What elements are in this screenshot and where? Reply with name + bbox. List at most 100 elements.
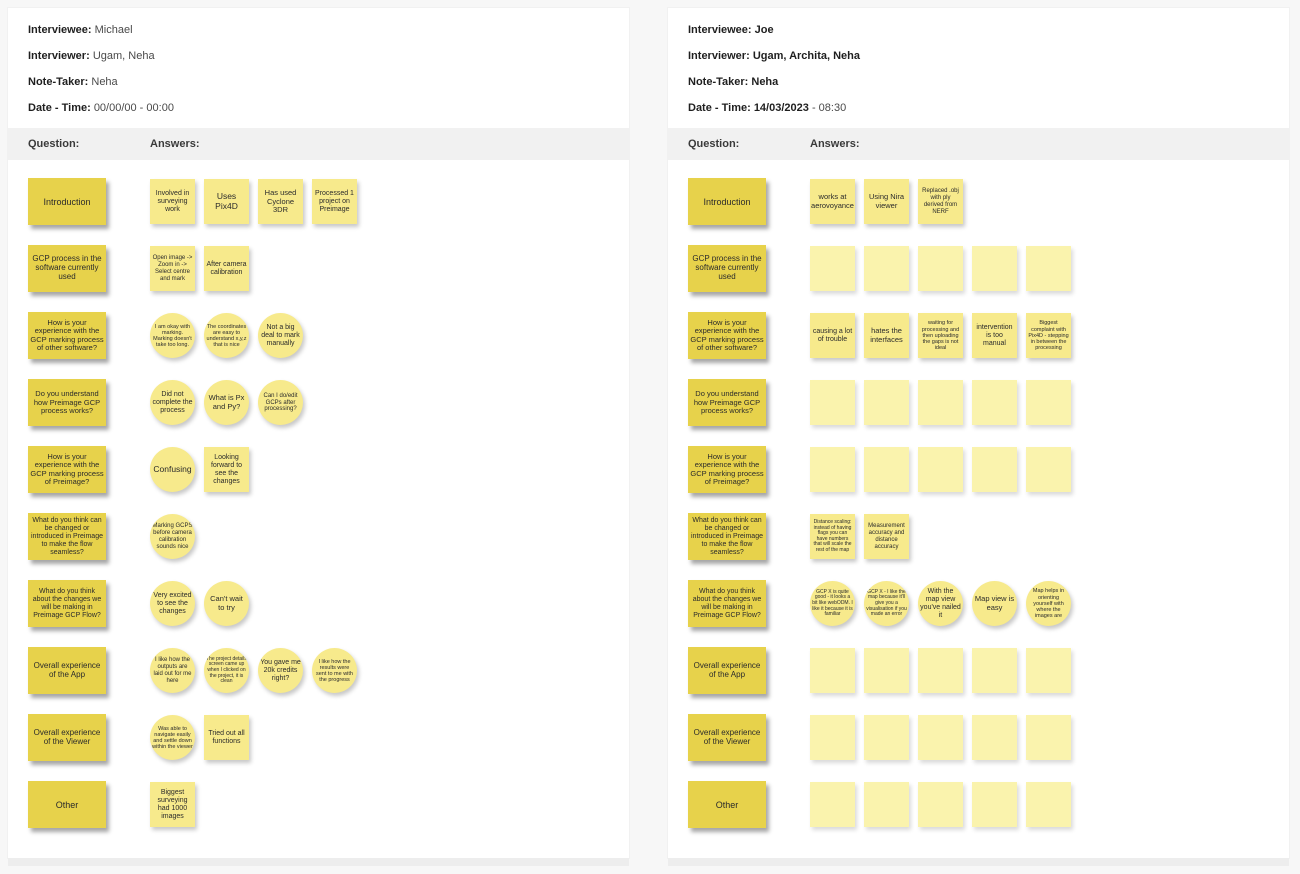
- answer-sticky-note[interactable]: GCP X is quite good - it looks a bit lik…: [810, 581, 855, 627]
- answer-sticky-note-blank[interactable]: [864, 246, 909, 292]
- answer-sticky-note[interactable]: Did not complete the process: [150, 380, 195, 426]
- answer-sticky-note-blank[interactable]: [864, 782, 909, 828]
- answer-sticky-note-blank[interactable]: [864, 715, 909, 761]
- question-sticky-note[interactable]: Overall experience of the App: [28, 647, 106, 695]
- qa-row: Other Biggest surveying had 1000 images: [28, 771, 629, 838]
- answer-sticky-note-blank[interactable]: [1026, 246, 1071, 292]
- question-sticky-note[interactable]: Overall experience of the Viewer: [28, 714, 106, 762]
- question-cell: Overall experience of the Viewer: [28, 714, 150, 762]
- question-sticky-note[interactable]: Introduction: [28, 178, 106, 226]
- answer-sticky-note[interactable]: GCP X - I like the map because it'll giv…: [864, 581, 909, 627]
- answer-sticky-note-blank[interactable]: [918, 246, 963, 292]
- answer-sticky-note[interactable]: With the map view you've nailed it: [918, 581, 963, 627]
- answer-sticky-note[interactable]: Involved in surveying work: [150, 179, 195, 225]
- question-sticky-note[interactable]: How is your experience with the GCP mark…: [28, 446, 106, 494]
- answer-sticky-note[interactable]: You gave me 20k credits right?: [258, 648, 303, 694]
- answer-sticky-note[interactable]: Map helps in orienting yourself with whe…: [1026, 581, 1071, 627]
- answer-sticky-note[interactable]: Looking forward to see the changes: [204, 447, 249, 493]
- question-cell: Overall experience of the Viewer: [688, 714, 810, 762]
- question-sticky-note[interactable]: How is your experience with the GCP mark…: [688, 312, 766, 360]
- answer-sticky-note[interactable]: Using Nira viewer: [864, 179, 909, 225]
- answer-sticky-note[interactable]: Can I do/edit GCPs after processing?: [258, 380, 303, 426]
- answer-sticky-note[interactable]: Marking GCPS before camera calibration s…: [150, 514, 195, 560]
- answer-sticky-note[interactable]: Processed 1 project on Preimage: [312, 179, 357, 225]
- question-sticky-note[interactable]: Introduction: [688, 178, 766, 226]
- question-sticky-note[interactable]: Other: [28, 781, 106, 829]
- answer-sticky-note[interactable]: What is Px and Py?: [204, 380, 249, 426]
- answer-sticky-note[interactable]: I like how the outputs are laid out for …: [150, 648, 195, 694]
- answer-sticky-note[interactable]: Measurement accuracy and distance accura…: [864, 514, 909, 560]
- header-value-bold: Ugam, Archita, Neha: [752, 50, 860, 63]
- answer-sticky-note-blank[interactable]: [864, 447, 909, 493]
- answer-sticky-note[interactable]: Biggest complaint with Pix4D - stepping …: [1026, 313, 1071, 359]
- answer-sticky-note[interactable]: I am okay with marking. Marking doesn't …: [150, 313, 195, 359]
- answer-sticky-note[interactable]: The project details screen came up when …: [204, 648, 249, 694]
- question-cell: Introduction: [688, 178, 810, 226]
- answer-sticky-note[interactable]: Biggest surveying had 1000 images: [150, 782, 195, 828]
- answer-sticky-note[interactable]: Map view is easy: [972, 581, 1017, 627]
- answers-cell: GCP X is quite good - it looks a bit lik…: [810, 581, 1071, 627]
- answer-sticky-note-blank[interactable]: [810, 715, 855, 761]
- question-sticky-note[interactable]: Do you understand how Preimage GCP proce…: [688, 379, 766, 427]
- answer-sticky-note[interactable]: causing a lot of trouble: [810, 313, 855, 359]
- answer-sticky-note[interactable]: intervention is too manual: [972, 313, 1017, 359]
- answers-column-label: Answers:: [810, 138, 860, 151]
- answer-sticky-note-blank[interactable]: [1026, 782, 1071, 828]
- qa-row: How is your experience with the GCP mark…: [688, 436, 1289, 503]
- answer-sticky-note-blank[interactable]: [972, 380, 1017, 426]
- answer-sticky-note[interactable]: After camera calibration: [204, 246, 249, 292]
- answer-sticky-note[interactable]: Distance scaling: instead of having flag…: [810, 514, 855, 560]
- question-sticky-note[interactable]: What do you think can be changed or intr…: [688, 513, 766, 561]
- answer-sticky-note[interactable]: Uses Pix4D: [204, 179, 249, 225]
- answer-sticky-note-blank[interactable]: [1026, 715, 1071, 761]
- answer-sticky-note[interactable]: works at aerovoyance: [810, 179, 855, 225]
- question-sticky-note[interactable]: What do you think about the changes we w…: [688, 580, 766, 628]
- answer-sticky-note[interactable]: Open image -> Zoom in -> Select centre a…: [150, 246, 195, 292]
- answer-sticky-note-blank[interactable]: [972, 648, 1017, 694]
- answer-sticky-note-blank[interactable]: [810, 648, 855, 694]
- answer-sticky-note-blank[interactable]: [810, 782, 855, 828]
- answer-sticky-note-blank[interactable]: [972, 782, 1017, 828]
- answer-sticky-note-blank[interactable]: [918, 648, 963, 694]
- answer-sticky-note[interactable]: Tried out all functions: [204, 715, 249, 761]
- answer-sticky-note[interactable]: Was able to navigate easily and settle d…: [150, 715, 195, 761]
- question-sticky-note[interactable]: Other: [688, 781, 766, 829]
- answer-sticky-note-blank[interactable]: [810, 380, 855, 426]
- answers-cell: Very excited to see the changes Can't wai…: [150, 581, 249, 627]
- answer-sticky-note-blank[interactable]: [810, 246, 855, 292]
- question-sticky-note[interactable]: Overall experience of the Viewer: [688, 714, 766, 762]
- answer-sticky-note-blank[interactable]: [1026, 380, 1071, 426]
- question-sticky-note[interactable]: GCP process in the software currently us…: [688, 245, 766, 293]
- question-sticky-note[interactable]: How is your experience with the GCP mark…: [28, 312, 106, 360]
- answer-sticky-note[interactable]: waiting for processing and then uploadin…: [918, 313, 963, 359]
- answer-sticky-note-blank[interactable]: [972, 715, 1017, 761]
- question-sticky-note[interactable]: What do you think can be changed or intr…: [28, 513, 106, 561]
- answer-sticky-note-blank[interactable]: [918, 380, 963, 426]
- question-sticky-note[interactable]: Overall experience of the App: [688, 647, 766, 695]
- answer-sticky-note-blank[interactable]: [864, 648, 909, 694]
- answer-sticky-note[interactable]: Can't wait to try: [204, 581, 249, 627]
- answer-sticky-note[interactable]: Has used Cyclone 3DR: [258, 179, 303, 225]
- answer-sticky-note-blank[interactable]: [918, 782, 963, 828]
- answer-sticky-note[interactable]: Not a big deal to mark manually: [258, 313, 303, 359]
- answer-sticky-note-blank[interactable]: [918, 447, 963, 493]
- answer-sticky-note-blank[interactable]: [972, 246, 1017, 292]
- answer-sticky-note[interactable]: Confusing: [150, 447, 195, 493]
- question-sticky-note[interactable]: How is your experience with the GCP mark…: [688, 446, 766, 494]
- answer-sticky-note[interactable]: Very excited to see the changes: [150, 581, 195, 627]
- header-label: Date - Time:: [688, 102, 754, 115]
- question-sticky-note[interactable]: GCP process in the software currently us…: [28, 245, 106, 293]
- answer-sticky-note-blank[interactable]: [1026, 648, 1071, 694]
- answer-sticky-note[interactable]: The coordinates are easy to understand x…: [204, 313, 249, 359]
- answer-sticky-note-blank[interactable]: [864, 380, 909, 426]
- answers-cell: I am okay with marking. Marking doesn't …: [150, 313, 303, 359]
- question-sticky-note[interactable]: Do you understand how Preimage GCP proce…: [28, 379, 106, 427]
- answer-sticky-note[interactable]: hates the interfaces: [864, 313, 909, 359]
- answer-sticky-note[interactable]: Replaced .obj with ply derived from NERF: [918, 179, 963, 225]
- question-sticky-note[interactable]: What do you think about the changes we w…: [28, 580, 106, 628]
- answer-sticky-note-blank[interactable]: [918, 715, 963, 761]
- answer-sticky-note[interactable]: I like how the results were sent to me w…: [312, 648, 357, 694]
- answer-sticky-note-blank[interactable]: [810, 447, 855, 493]
- answer-sticky-note-blank[interactable]: [1026, 447, 1071, 493]
- answer-sticky-note-blank[interactable]: [972, 447, 1017, 493]
